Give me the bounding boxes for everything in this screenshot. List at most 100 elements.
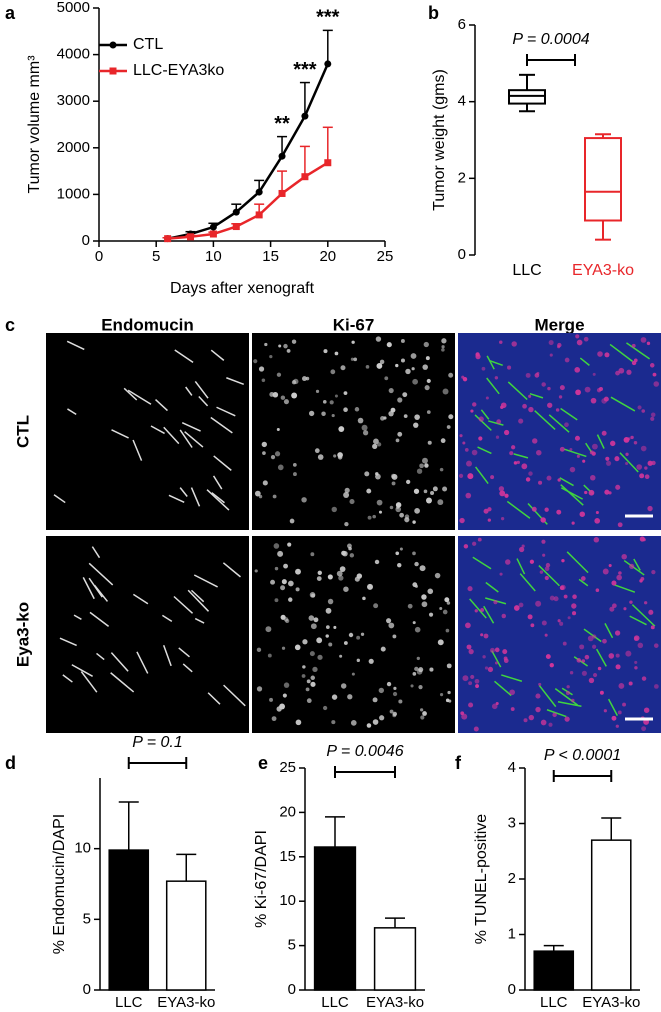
x-tick-label: EYA3-ko	[582, 994, 640, 1011]
bar	[533, 950, 575, 991]
nucleus	[597, 666, 602, 671]
nucleus	[471, 449, 478, 456]
column-title: Merge	[534, 315, 584, 334]
nucleus	[360, 632, 365, 636]
nucleus	[558, 395, 563, 399]
legend-label: CTL	[133, 36, 163, 53]
nucleus	[343, 641, 348, 645]
nucleus	[291, 380, 297, 385]
nucleus	[392, 634, 397, 639]
y-tick-label: 0	[508, 981, 516, 998]
nucleus	[569, 670, 574, 675]
y-tick-label: 0	[83, 981, 91, 998]
nucleus	[615, 653, 620, 658]
image-bg	[458, 536, 661, 733]
nucleus	[615, 484, 621, 490]
nucleus	[647, 460, 653, 466]
nucleus	[414, 414, 420, 420]
nucleus	[602, 638, 607, 644]
nucleus	[375, 472, 379, 476]
vessel	[489, 359, 503, 367]
nucleus	[350, 357, 355, 361]
nucleus	[338, 575, 344, 581]
vessel	[162, 644, 172, 667]
nucleus	[269, 697, 273, 702]
nucleus	[429, 667, 434, 672]
bar	[590, 839, 632, 991]
nucleus	[317, 454, 324, 460]
vessel	[179, 429, 193, 448]
p-value: P < 0.0001	[544, 747, 621, 764]
p-value: P = 0.0046	[326, 743, 403, 760]
marker	[278, 189, 286, 197]
nucleus	[653, 643, 659, 648]
vessel	[604, 623, 614, 639]
nucleus	[541, 620, 547, 626]
nucleus	[494, 376, 499, 380]
x-tick-label: 0	[95, 248, 103, 265]
nucleus	[448, 414, 454, 420]
nucleus	[295, 587, 300, 592]
vessel	[96, 652, 105, 661]
nucleus	[516, 460, 520, 465]
nucleus	[253, 359, 258, 364]
nucleus	[472, 402, 477, 407]
nucleus	[604, 352, 610, 358]
nucleus	[637, 405, 642, 410]
bar	[108, 849, 150, 991]
nucleus	[625, 452, 629, 456]
nucleus	[331, 694, 338, 700]
nucleus	[557, 478, 561, 482]
nucleus	[549, 595, 555, 601]
vessel	[179, 487, 188, 497]
nucleus	[490, 475, 495, 480]
vessel	[488, 420, 504, 426]
vessel	[89, 611, 110, 627]
nucleus	[480, 633, 484, 637]
nucleus	[563, 594, 568, 599]
nucleus	[287, 580, 294, 587]
nucleus	[528, 714, 535, 721]
nucleus	[548, 722, 553, 727]
nucleus	[634, 666, 638, 670]
nucleus	[427, 588, 434, 595]
nucleus	[637, 642, 644, 649]
nucleus	[366, 723, 372, 728]
nucleus	[525, 372, 531, 378]
nucleus	[499, 490, 506, 497]
vessel	[610, 396, 636, 412]
panel-label: a	[5, 3, 16, 23]
nucleus	[272, 494, 277, 499]
nucleus	[256, 686, 263, 692]
nucleus	[615, 724, 619, 728]
nucleus	[581, 659, 586, 663]
vessel	[178, 647, 190, 658]
nucleus	[386, 342, 392, 348]
micrograph	[458, 333, 661, 530]
nucleus	[329, 400, 334, 405]
vessel	[619, 452, 639, 473]
nucleus	[420, 708, 424, 712]
nucleus	[293, 472, 297, 477]
vessel	[185, 386, 193, 396]
vessel	[182, 663, 193, 673]
vessel	[223, 684, 246, 707]
nucleus	[571, 521, 575, 525]
nucleus	[430, 491, 435, 496]
nucleus	[630, 435, 634, 440]
y-tick-label: 4	[508, 759, 516, 776]
nucleus	[280, 585, 286, 591]
nucleus	[462, 675, 469, 682]
nucleus	[327, 598, 334, 605]
nucleus	[372, 719, 379, 725]
line	[167, 161, 329, 240]
significance: ***	[316, 7, 340, 29]
nucleus	[441, 348, 445, 352]
vessel	[216, 406, 236, 417]
nucleus	[389, 709, 394, 714]
vessel	[474, 414, 492, 431]
nucleus	[504, 493, 509, 498]
nucleus	[402, 392, 408, 398]
vessel	[538, 685, 557, 708]
nucleus	[361, 424, 368, 431]
